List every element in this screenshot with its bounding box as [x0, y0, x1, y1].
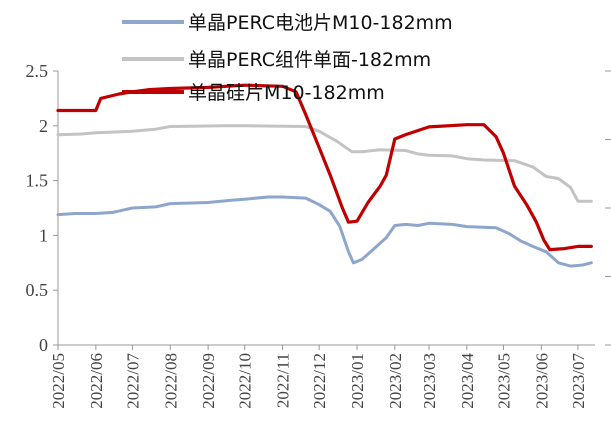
y-tick-label: 0.5: [26, 280, 49, 300]
legend-label-1: 单晶PERC电池片M10-182mm: [188, 12, 453, 34]
x-tick-label: 2023/06: [532, 353, 551, 409]
x-tick-label: 2023/01: [348, 353, 367, 409]
y-tick-label: 1: [39, 225, 48, 245]
series-line-1: [56, 195, 593, 268]
y-tick-label: 2.5: [26, 61, 49, 81]
x-tick-label: 2023/03: [420, 353, 439, 409]
y-tick-label: 1.5: [26, 171, 49, 191]
x-tick-label: 2023/07: [569, 353, 588, 409]
y-tick-label: 0: [39, 335, 48, 355]
axes: [57, 71, 595, 346]
x-tick-label: 2022/09: [199, 353, 218, 409]
x-tick-label: 2022/08: [161, 353, 180, 409]
right-axis-ticks: [605, 70, 611, 346]
x-tick-label: 2023/02: [386, 353, 405, 409]
x-tick-label: 2023/05: [494, 353, 513, 409]
x-tick-label: 2022/11: [274, 353, 293, 408]
x-tick-label: 2022/12: [310, 353, 329, 409]
y-axis-ticks: 0 0.5 1 1.5 2 2.5: [26, 61, 58, 355]
x-tick-label: 2022/10: [236, 353, 255, 409]
x-axis-ticks: 2022/05 2022/06 2022/07 2022/08 2022/09 2022/…: [49, 345, 588, 409]
legend: 单晶PERC电池片M10-182mm 单晶PERC组件单面-182mm 单晶硅片M1…: [122, 12, 453, 104]
y-tick-label: 2: [39, 116, 48, 136]
x-tick-label: 2022/06: [87, 353, 106, 409]
series-line-3: [56, 83, 593, 252]
series-lines: [56, 83, 593, 268]
legend-label-2: 单晶PERC组件单面-182mm: [188, 49, 431, 71]
legend-label-3: 单晶硅片M10-182mm: [188, 82, 385, 104]
x-tick-label: 2023/04: [458, 353, 477, 409]
x-tick-label: 2022/07: [123, 353, 142, 409]
series-line-2: [56, 124, 593, 203]
x-tick-label: 2022/05: [49, 353, 68, 409]
